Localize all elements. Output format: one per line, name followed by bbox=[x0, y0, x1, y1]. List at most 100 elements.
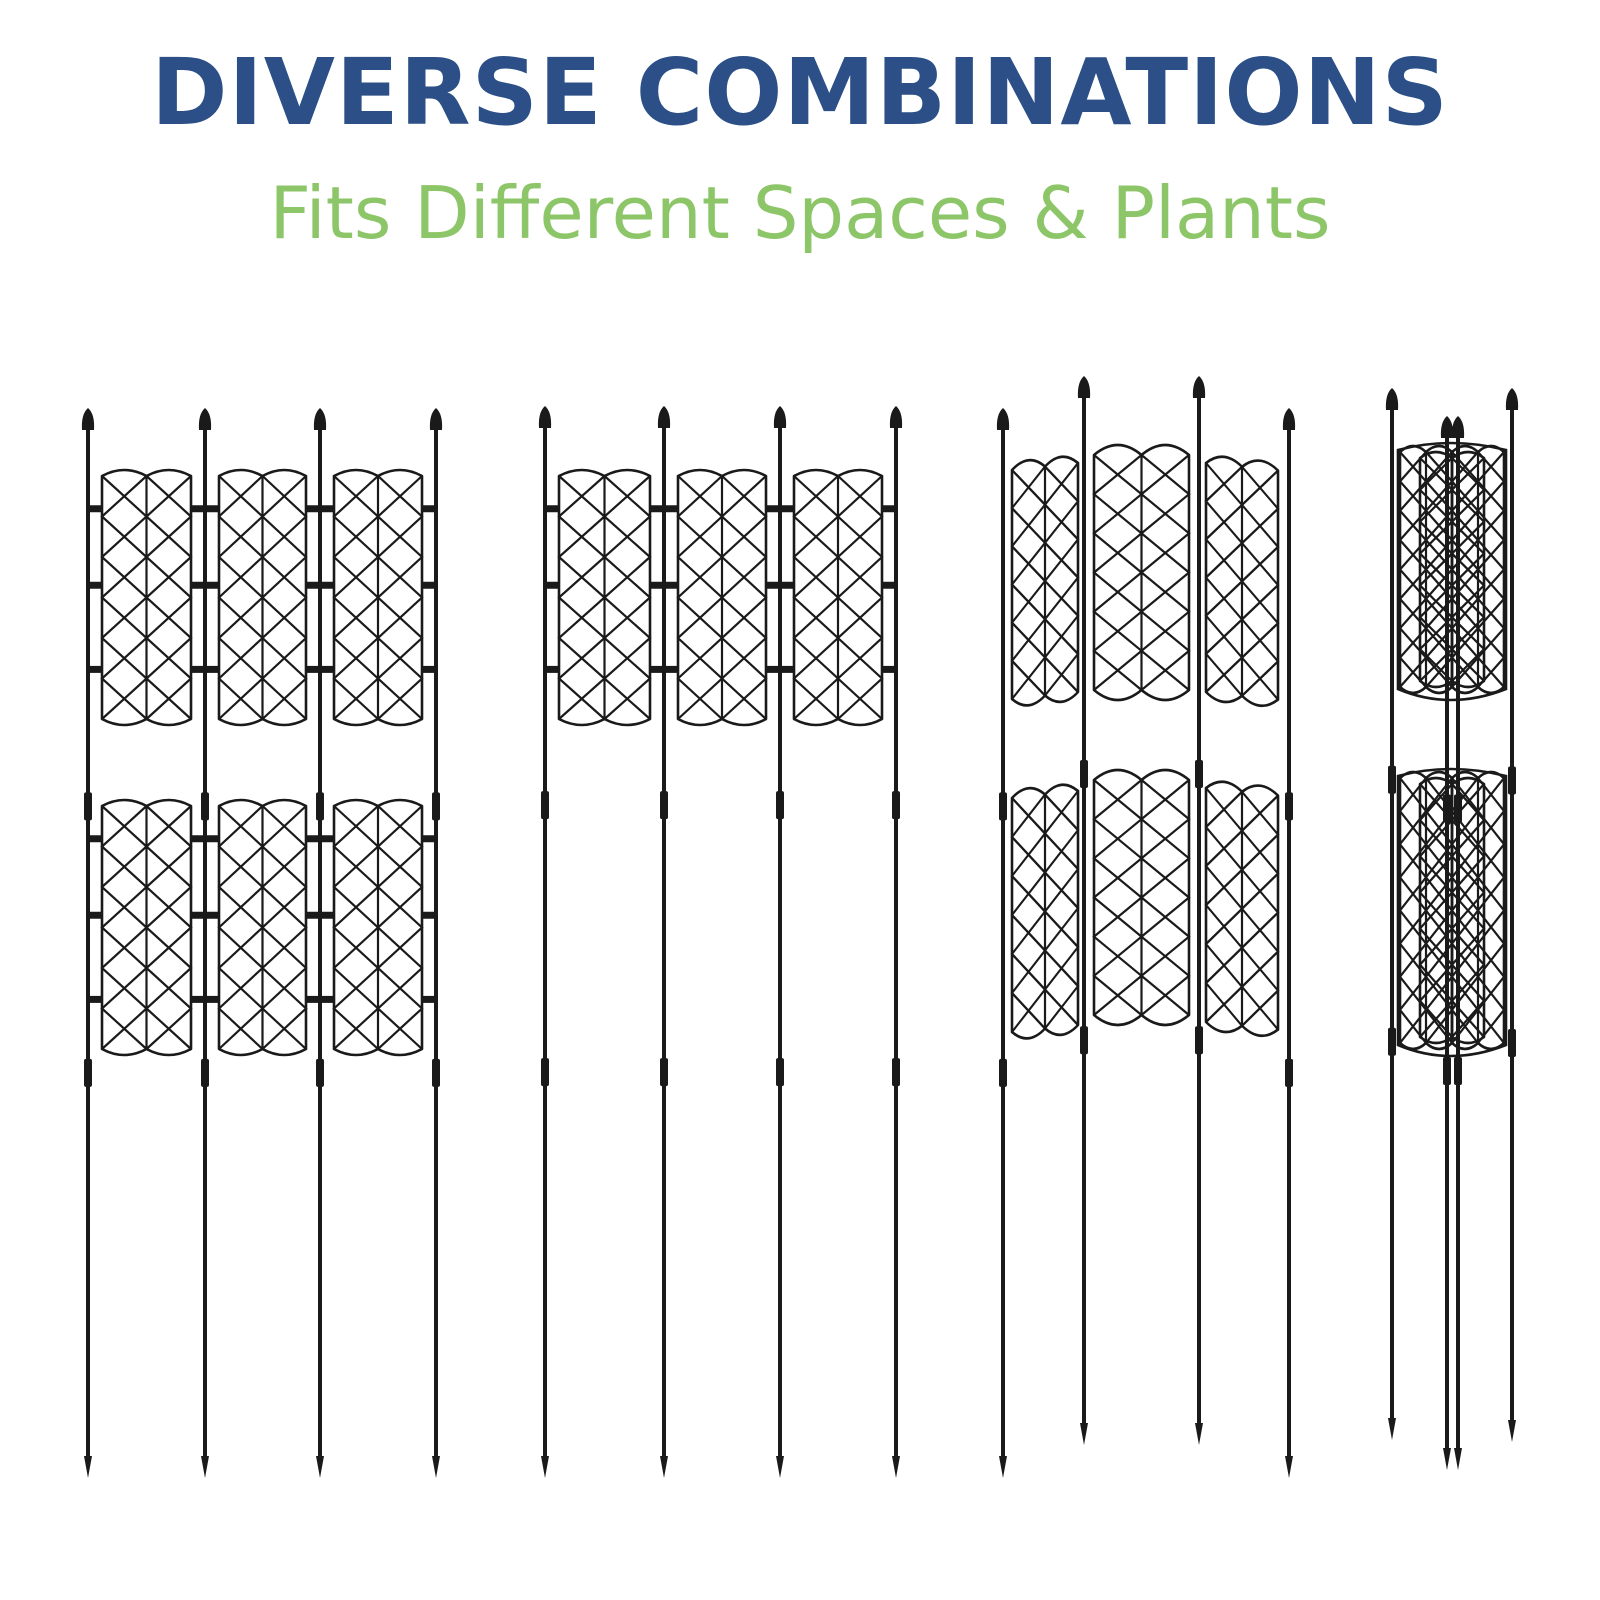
stake-finial bbox=[1385, 388, 1399, 410]
panel-clip bbox=[766, 581, 778, 589]
panel-clip bbox=[422, 581, 434, 589]
garden-stake bbox=[1077, 376, 1091, 1445]
panel-lattice bbox=[144, 475, 193, 720]
panel-lattice bbox=[100, 805, 149, 1050]
stake-connector bbox=[1195, 1026, 1203, 1055]
panel-lattice bbox=[1476, 451, 1506, 688]
panel-clip bbox=[306, 665, 318, 673]
stake-connector bbox=[541, 1058, 549, 1087]
stake-connector bbox=[1454, 1057, 1462, 1085]
stake-connector bbox=[201, 1058, 209, 1087]
stake-connector bbox=[1195, 760, 1203, 789]
panel-lattice bbox=[1043, 465, 1080, 697]
panel-lattice bbox=[376, 475, 424, 720]
stake-connector bbox=[432, 792, 440, 821]
trellis-panel-curved bbox=[1010, 455, 1080, 707]
trellis-panel bbox=[1398, 444, 1454, 695]
panel-lattice bbox=[332, 475, 380, 720]
stake-spike bbox=[892, 1456, 900, 1478]
stake-finial bbox=[773, 406, 787, 428]
panel-lattice bbox=[792, 475, 840, 720]
panel-lattice bbox=[602, 475, 652, 720]
stake-connector bbox=[541, 791, 549, 820]
panel-lattice bbox=[332, 805, 380, 1050]
panel-clip bbox=[422, 665, 434, 673]
triangular-tower-trellis bbox=[1385, 388, 1519, 1470]
panel-lattice bbox=[376, 805, 424, 1050]
stake-spike bbox=[999, 1456, 1007, 1478]
trellis-panel bbox=[1010, 783, 1080, 1040]
panel-clip bbox=[650, 581, 662, 589]
panel-clip bbox=[766, 665, 778, 673]
panel-lattice bbox=[720, 475, 768, 720]
stake-finial bbox=[1451, 416, 1465, 438]
stake-finial bbox=[1077, 376, 1091, 398]
stake-finial bbox=[313, 408, 327, 430]
garden-stake bbox=[429, 408, 443, 1478]
flat-single-tier-trellis bbox=[538, 406, 903, 1478]
stake-connector bbox=[1080, 1026, 1088, 1055]
panel-lattice bbox=[100, 475, 149, 720]
stake-spike bbox=[1080, 1423, 1088, 1445]
panel-lattice bbox=[144, 805, 193, 1050]
stake-connector bbox=[660, 791, 668, 820]
panel-lattice bbox=[1476, 777, 1506, 1044]
trellis-panel bbox=[666, 468, 778, 727]
garden-stake bbox=[657, 406, 671, 1478]
panel-clip bbox=[547, 581, 559, 589]
panel-lattice bbox=[1450, 783, 1486, 1038]
panel-lattice bbox=[1424, 777, 1454, 1044]
panel-lattice bbox=[1010, 793, 1047, 1030]
panel-clip bbox=[191, 581, 203, 589]
stake-spike bbox=[660, 1456, 668, 1478]
panel-clip bbox=[207, 581, 219, 589]
stake-finial bbox=[538, 406, 552, 428]
panel-clip bbox=[191, 665, 203, 673]
panel-clip bbox=[547, 665, 559, 673]
trellis-panel bbox=[207, 798, 318, 1057]
triangular-tower-tier bbox=[1396, 767, 1508, 1058]
panel-clip bbox=[207, 911, 219, 919]
trellis-panel bbox=[1092, 443, 1191, 702]
panel-clip bbox=[306, 505, 318, 513]
stake-connector bbox=[660, 1058, 668, 1087]
trellis-panel bbox=[322, 798, 434, 1057]
panel-clip bbox=[422, 505, 434, 513]
panel-clip bbox=[207, 505, 219, 513]
panel-clip bbox=[207, 665, 219, 673]
panel-lattice bbox=[1476, 451, 1506, 688]
garden-stake bbox=[773, 406, 787, 1478]
panel-lattice bbox=[676, 475, 724, 720]
stake-connector bbox=[999, 1058, 1007, 1087]
garden-stake bbox=[1282, 408, 1296, 1478]
panel-lattice bbox=[260, 805, 308, 1050]
stake-finial bbox=[657, 406, 671, 428]
panel-lattice bbox=[1240, 791, 1280, 1027]
panel-lattice bbox=[217, 475, 265, 720]
trellis-panel bbox=[207, 468, 318, 727]
panel-clip bbox=[782, 505, 794, 513]
panel-lattice bbox=[1092, 779, 1144, 1016]
panel-clip bbox=[782, 665, 794, 673]
panel-clip bbox=[90, 835, 102, 843]
stake-spike bbox=[1195, 1423, 1203, 1445]
trellis-panel bbox=[547, 468, 662, 727]
stake-spike bbox=[1443, 1448, 1451, 1470]
panel-lattice bbox=[217, 805, 265, 1050]
panel-clip bbox=[650, 505, 662, 513]
panel-lattice bbox=[332, 805, 380, 1050]
panel-lattice bbox=[1476, 777, 1506, 1044]
stake-finial bbox=[1440, 416, 1454, 438]
panel-clip bbox=[422, 911, 434, 919]
tower-frame bbox=[1396, 767, 1508, 1058]
stake-spike bbox=[1285, 1456, 1293, 1478]
panel-lattice bbox=[1139, 454, 1191, 691]
panel-lattice bbox=[557, 475, 607, 720]
panel-clip bbox=[422, 995, 434, 1003]
stake-finial bbox=[1282, 408, 1296, 430]
panel-lattice bbox=[332, 475, 380, 720]
trellis-panel-curved bbox=[1204, 780, 1280, 1037]
trellis-panel bbox=[1418, 450, 1486, 689]
stake-connector bbox=[776, 1058, 784, 1087]
